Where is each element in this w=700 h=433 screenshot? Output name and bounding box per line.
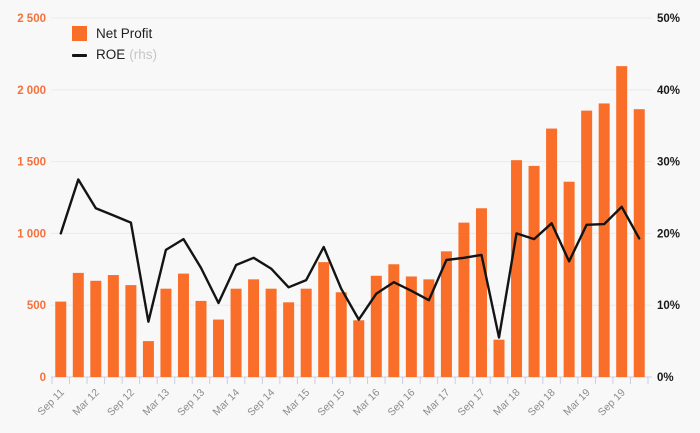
roe-line-swatch-icon — [72, 53, 87, 57]
right-axis-tick-label: 50% — [657, 13, 680, 25]
right-axis-tick-label: 10% — [657, 300, 680, 312]
roe-legend-label: ROE — [96, 47, 126, 62]
x-axis-tick-label: Sep 17 — [456, 387, 488, 419]
x-axis-tick-label: Mar 17 — [421, 387, 453, 419]
x-axis-tick-label: Mar 13 — [140, 387, 172, 419]
legend-item-net-profit[interactable]: Net Profit — [72, 26, 157, 41]
net-profit-bar — [546, 128, 558, 377]
net-profit-bar — [598, 103, 610, 377]
right-axis-tick-label: 0% — [657, 372, 674, 384]
x-axis-tick-label: Sep 13 — [175, 387, 207, 419]
x-axis-tick-label: Sep 11 — [35, 387, 67, 419]
net-profit-bar — [230, 288, 242, 377]
net-profit-bar — [265, 288, 277, 377]
net-profit-bar — [563, 181, 575, 377]
net-profit-legend-label: Net Profit — [96, 26, 153, 41]
left-axis-tick-label: 2 000 — [17, 85, 46, 97]
net-profit-bar — [440, 251, 452, 377]
net-profit-bar — [107, 275, 119, 377]
net-profit-bar — [72, 272, 84, 377]
right-axis-tick-label: 20% — [657, 228, 680, 240]
x-axis-tick-label: Sep 18 — [526, 387, 558, 419]
right-axis-tick-label: 40% — [657, 85, 680, 97]
net-profit-bar — [160, 288, 172, 377]
x-axis-tick-label: Sep 16 — [385, 387, 417, 419]
chart-legend: Net Profit ROE (rhs) — [72, 26, 157, 64]
net-profit-bar — [511, 160, 523, 377]
net-profit-bar — [213, 319, 225, 377]
x-axis-tick-label: Mar 15 — [281, 387, 313, 419]
x-axis-tick-label: Mar 14 — [211, 387, 243, 419]
right-axis-tick-label: 30% — [657, 157, 680, 169]
net-profit-bar — [633, 109, 645, 377]
net-profit-bar — [142, 341, 154, 377]
net-profit-bar — [248, 279, 260, 377]
net-profit-bar — [335, 292, 347, 377]
net-profit-bar — [458, 222, 470, 377]
net-profit-bar — [581, 110, 593, 377]
x-axis-tick-label: Sep 19 — [596, 387, 628, 419]
x-axis-tick-label: Sep 12 — [105, 387, 137, 419]
left-axis-tick-label: 2 500 — [17, 13, 46, 25]
x-axis-tick-label: Mar 12 — [70, 387, 102, 419]
net-profit-bar — [475, 208, 487, 377]
x-axis-tick-label: Mar 19 — [561, 387, 593, 419]
net-profit-bar — [125, 285, 137, 377]
roe-line — [59, 178, 641, 339]
net-profit-bar — [318, 262, 330, 377]
net-profit-bar — [493, 339, 505, 377]
net-profit-bar — [195, 300, 207, 377]
left-axis-tick-label: 1 000 — [17, 228, 46, 240]
roe-legend-suffix: (rhs) — [129, 47, 158, 62]
net-profit-bar — [616, 66, 628, 377]
left-axis-tick-label: 0 — [40, 372, 46, 384]
left-axis-tick-label: 1 500 — [17, 157, 46, 169]
net-profit-bar — [370, 275, 382, 377]
net-profit-bar — [300, 288, 312, 377]
net-profit-bar — [423, 279, 435, 377]
net-profit-swatch-icon — [72, 26, 87, 41]
net-profit-bar — [388, 264, 400, 377]
x-axis-tick-label: Sep 15 — [315, 387, 347, 419]
net-profit-bar — [283, 302, 295, 377]
x-axis-tick-label: Mar 16 — [351, 387, 383, 419]
x-axis-tick-label: Mar 18 — [491, 387, 523, 419]
net-profit-bar — [90, 280, 102, 377]
left-axis-tick-label: 500 — [27, 300, 46, 312]
net-profit-bar — [55, 301, 67, 377]
net-profit-bar — [528, 165, 540, 377]
net-profit-bar — [405, 276, 417, 377]
legend-item-roe[interactable]: ROE (rhs) — [72, 46, 157, 64]
x-axis-tick-label: Sep 14 — [245, 387, 277, 419]
net-profit-bar — [353, 320, 365, 377]
net-profit-bar — [177, 273, 189, 377]
